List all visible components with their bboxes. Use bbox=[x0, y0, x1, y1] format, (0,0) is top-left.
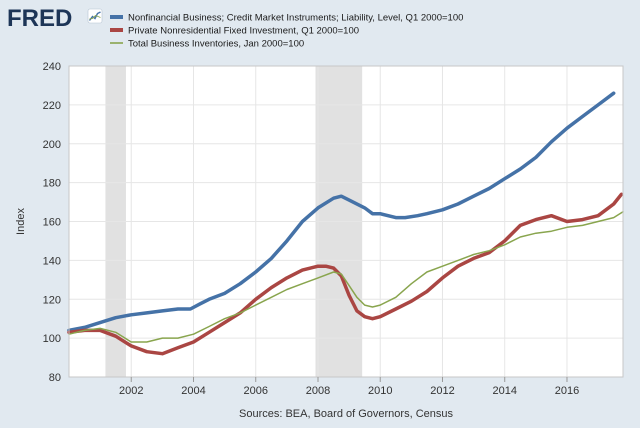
series-line-1 bbox=[67, 91, 616, 333]
y-axis: 80 100 120 140 160 180 200 220 240 bbox=[43, 61, 61, 384]
y-tick-label: 160 bbox=[43, 217, 61, 229]
x-axis: 2002 2004 2006 2008 2010 2012 2014 2016 bbox=[119, 377, 579, 397]
y-tick-label: 100 bbox=[43, 333, 61, 345]
legend-item-label: Total Business Inventories, Jan 2000=100 bbox=[128, 38, 304, 49]
x-tick-label: 2008 bbox=[306, 385, 330, 397]
legend: Nonfinancial Business; Credit Market Ins… bbox=[110, 12, 463, 49]
trend-line-icon bbox=[87, 8, 103, 24]
fred-logo[interactable]: FRED bbox=[7, 5, 103, 32]
x-tick-label: 2002 bbox=[119, 385, 143, 397]
x-tick-label: 2006 bbox=[243, 385, 267, 397]
y-tick-label: 140 bbox=[43, 255, 61, 267]
source-note: Sources: BEA, Board of Governors, Census bbox=[239, 408, 453, 420]
x-tick-label: 2004 bbox=[181, 385, 205, 397]
x-tick-label: 2012 bbox=[430, 385, 454, 397]
y-tick-label: 220 bbox=[43, 100, 61, 112]
y-tick-label: 200 bbox=[43, 139, 61, 151]
plot-area bbox=[67, 65, 624, 378]
y-tick-label: 180 bbox=[43, 178, 61, 190]
y-tick-label: 120 bbox=[43, 294, 61, 306]
plot-frame bbox=[68, 65, 624, 378]
x-tick-label: 2014 bbox=[492, 385, 516, 397]
series-line-3 bbox=[68, 211, 624, 343]
legend-item-label: Private Nonresidential Fixed Investment,… bbox=[128, 25, 359, 36]
y-tick-label: 80 bbox=[49, 372, 61, 384]
logo-text: FRED bbox=[7, 5, 72, 32]
legend-item-label: Nonfinancial Business; Credit Market Ins… bbox=[128, 12, 463, 23]
x-tick-label: 2010 bbox=[368, 385, 392, 397]
x-tick-label: 2016 bbox=[555, 385, 579, 397]
y-axis-label: Index bbox=[15, 208, 27, 235]
series-line-2 bbox=[67, 192, 624, 356]
y-tick-label: 240 bbox=[43, 61, 61, 73]
